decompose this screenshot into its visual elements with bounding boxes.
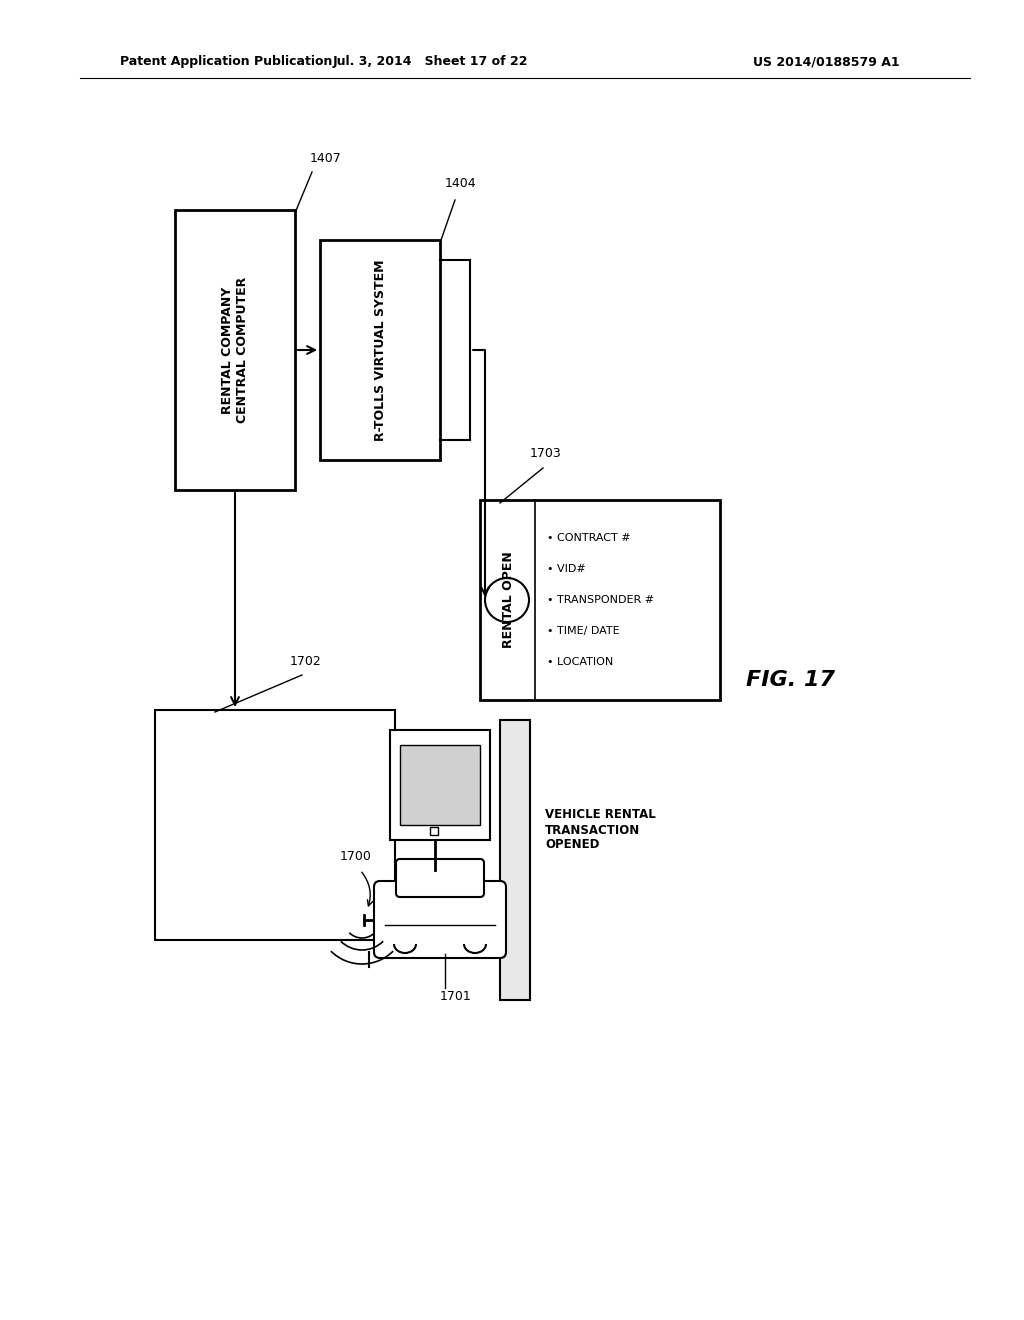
Text: FIG. 17: FIG. 17 [745,671,835,690]
Text: 1700: 1700 [340,850,372,863]
Bar [430,828,438,836]
FancyBboxPatch shape [374,880,506,958]
Text: Patent Application Publication: Patent Application Publication [120,55,333,69]
Text: US 2014/0188579 A1: US 2014/0188579 A1 [754,55,900,69]
Text: Jul. 3, 2014   Sheet 17 of 22: Jul. 3, 2014 Sheet 17 of 22 [332,55,527,69]
Text: RENTAL OPEN: RENTAL OPEN [502,552,514,648]
Bar [400,744,480,825]
Bar [175,210,295,490]
Bar [155,710,395,940]
Text: RENTAL COMPANY
CENTRAL COMPUTER: RENTAL COMPANY CENTRAL COMPUTER [221,277,249,424]
Text: 1701: 1701 [440,990,472,1003]
Text: • VID#: • VID# [547,564,586,574]
Text: 1404: 1404 [445,177,476,190]
Text: 1407: 1407 [310,152,342,165]
Text: • TIME/ DATE: • TIME/ DATE [547,626,620,636]
Bar [390,730,490,840]
Text: VEHICLE RENTAL
TRANSACTION
OPENED: VEHICLE RENTAL TRANSACTION OPENED [545,808,655,851]
Bar [319,240,440,459]
Text: 1703: 1703 [530,447,562,459]
Text: R-TOLLS VIRTUAL SYSTEM: R-TOLLS VIRTUAL SYSTEM [374,259,386,441]
FancyBboxPatch shape [396,859,484,898]
Text: 1702: 1702 [290,655,322,668]
Bar [480,500,720,700]
Text: • LOCATION: • LOCATION [547,657,613,667]
Text: • CONTRACT #: • CONTRACT # [547,533,631,543]
Text: • TRANSPONDER #: • TRANSPONDER # [547,595,654,605]
Bar [500,719,530,1001]
Circle shape [485,578,529,622]
